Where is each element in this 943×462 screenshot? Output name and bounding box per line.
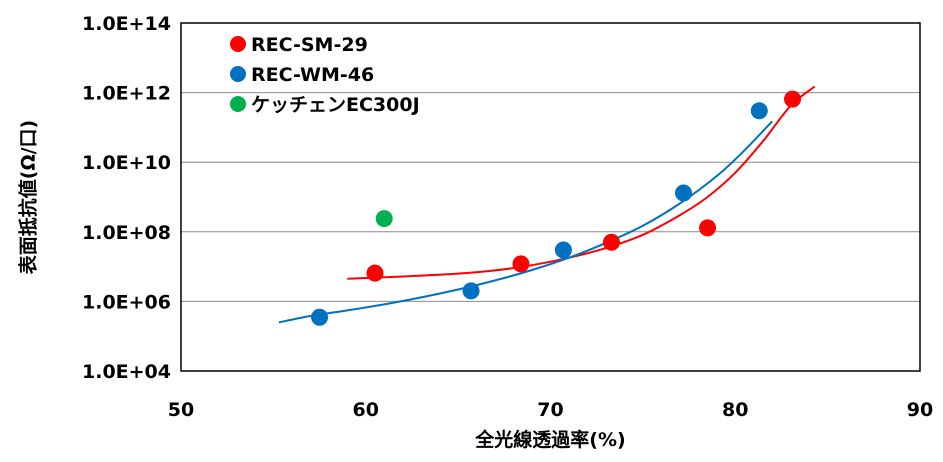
y-tick-label: 1.0E+10 <box>82 152 171 174</box>
trend-line-2 <box>278 120 773 324</box>
legend-label: REC-WM-46 <box>251 64 374 86</box>
data-point-series-1 <box>699 219 717 237</box>
data-point-series-1 <box>366 264 384 282</box>
axis-ticks: 1.0E+04 1.0E+06 1.0E+08 1.0E+10 1.0E+12 1.0E+… <box>82 13 933 421</box>
y-tick-label: 1.0E+06 <box>82 291 171 313</box>
data-point-series-2 <box>750 102 768 120</box>
x-tick-label: 80 <box>722 399 748 421</box>
y-tick-label: 1.0E+04 <box>82 361 171 383</box>
data-point-series-2 <box>675 184 693 202</box>
data-point-series-1 <box>784 90 802 108</box>
legend: REC-SM-29 REC-WM-46 ケッチェンEC300J <box>230 34 420 116</box>
trend-lines <box>278 85 816 324</box>
data-point-series-3 <box>375 210 393 228</box>
y-tick-label: 1.0E+14 <box>82 13 171 35</box>
y-tick-label: 1.0E+12 <box>82 83 171 105</box>
plot-area-border <box>180 22 921 372</box>
legend-marker <box>230 96 246 112</box>
x-tick-label: 60 <box>353 399 379 421</box>
data-point-series-2 <box>554 241 572 259</box>
data-points <box>311 90 802 326</box>
data-point-series-1 <box>512 255 530 273</box>
grid-lines <box>181 92 920 302</box>
trend-line-1 <box>347 85 816 280</box>
data-point-series-1 <box>602 233 620 251</box>
y-tick-label: 1.0E+08 <box>82 222 171 244</box>
data-point-series-2 <box>311 308 329 326</box>
x-tick-label: 50 <box>168 399 194 421</box>
y-axis-title: 表面抵抗値(Ω/口) <box>17 120 40 274</box>
legend-label: REC-SM-29 <box>251 34 368 56</box>
x-tick-label: 90 <box>907 399 933 421</box>
x-axis-title: 全光線透過率(%) <box>474 428 625 451</box>
legend-marker <box>230 36 246 52</box>
legend-label: ケッチェンEC300J <box>251 94 420 116</box>
x-tick-label: 70 <box>537 399 563 421</box>
legend-marker <box>230 66 246 82</box>
data-point-series-2 <box>462 282 480 300</box>
